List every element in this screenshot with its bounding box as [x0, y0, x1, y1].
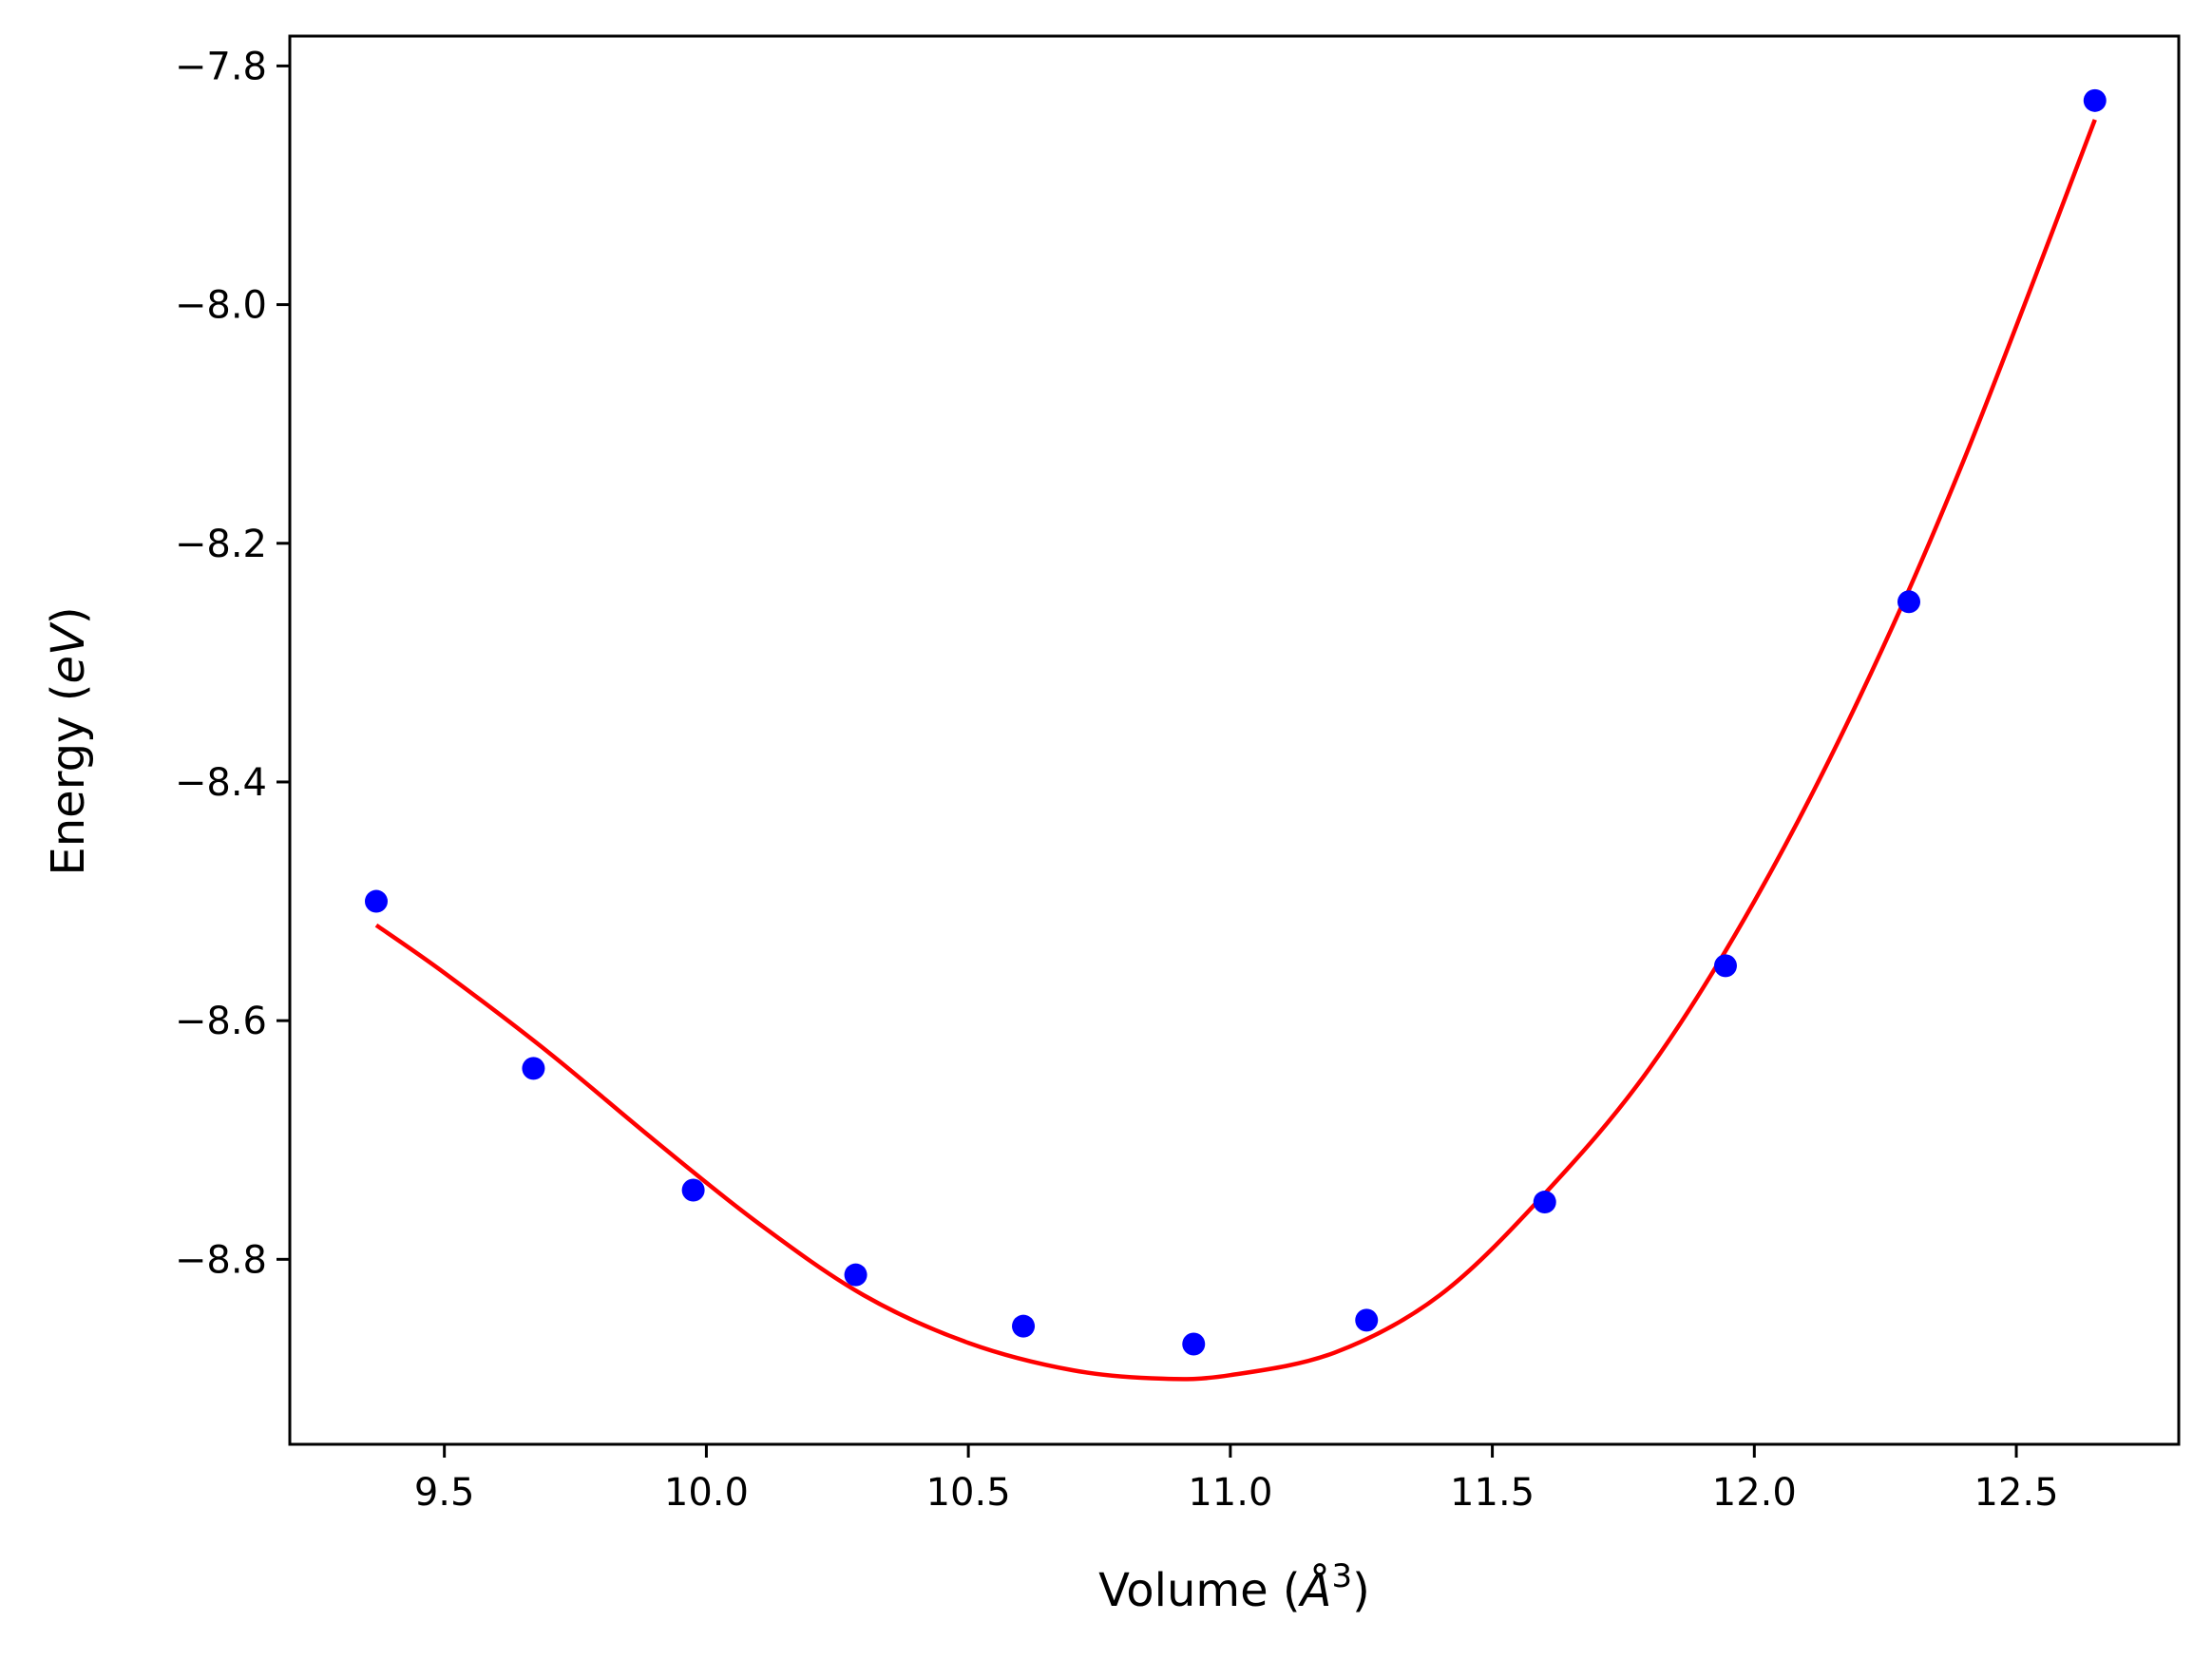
data-point	[1355, 1308, 1379, 1332]
x-axis-label: Volume (Å3)	[1098, 1557, 1370, 1617]
y-tick-label: −8.8	[175, 1238, 267, 1282]
y-tick-label: −8.6	[175, 1000, 267, 1043]
data-point	[1012, 1314, 1036, 1338]
plot-frame	[288, 34, 2181, 1446]
data-point	[1533, 1191, 1556, 1214]
axis-ticks: 9.5 10.0 10.5 11.0 11.5 12.0 12.5 −7.8 −8.0 −8.2 −…	[175, 45, 2059, 1515]
y-tick-label: −8.0	[175, 284, 267, 328]
data-point	[1713, 954, 1737, 978]
x-tick-label: 10.5	[926, 1471, 1011, 1515]
x-tick-label: 11.0	[1188, 1471, 1272, 1515]
x-tick-label: 11.5	[1450, 1471, 1535, 1515]
y-axis-label: Energy (eV)	[42, 606, 95, 875]
data-point	[522, 1057, 545, 1080]
x-tick-label: 10.0	[664, 1471, 749, 1515]
x-tick-label: 9.5	[414, 1471, 475, 1515]
fit-curve-group	[374, 119, 2097, 1382]
data-point	[1897, 590, 1920, 614]
y-tick-label: −8.2	[175, 523, 267, 566]
data-point	[681, 1178, 705, 1202]
data-points-group	[364, 88, 2107, 1356]
data-point	[844, 1263, 868, 1287]
y-tick-label: −7.8	[175, 45, 267, 88]
data-point	[1182, 1332, 1206, 1356]
y-tick-label: −8.4	[175, 761, 267, 805]
x-tick-label: 12.0	[1712, 1471, 1797, 1515]
data-point	[2083, 88, 2107, 112]
x-tick-label: 12.5	[1974, 1471, 2059, 1515]
fit-curve-line	[374, 119, 2097, 1382]
data-point	[364, 889, 388, 913]
